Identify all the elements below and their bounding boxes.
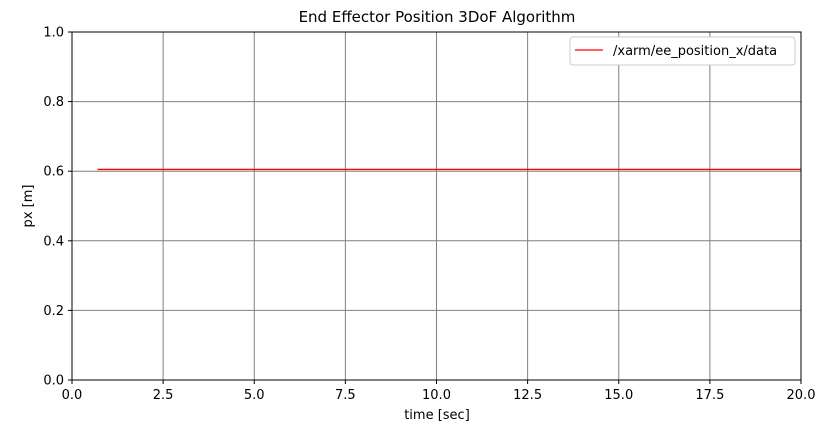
x-tick-label: 7.5 <box>335 388 356 403</box>
axis-ticks: 0.0 2.5 5.0 7.5 10.0 12.5 15.0 17.5 20.0 0.0 0.2 0.… <box>43 26 815 404</box>
chart-title: End Effector Position 3DoF Algorithm <box>299 8 576 26</box>
x-tick-label: 17.5 <box>695 388 724 403</box>
legend-box <box>569 36 796 66</box>
y-tick-label: 0.6 <box>43 165 64 180</box>
y-tick-label: 0.4 <box>43 234 64 249</box>
x-tick-label: 0.0 <box>62 388 83 403</box>
x-tick-label: 15.0 <box>604 388 633 403</box>
x-tick-label: 2.5 <box>153 388 174 403</box>
x-tick-label: 20.0 <box>787 388 816 403</box>
x-axis-label: time [sec] <box>404 408 470 423</box>
y-axis-label: px [m] <box>21 185 36 228</box>
legend-label: /xarm/ee_position_x/data <box>613 44 777 59</box>
y-tick-label: 0.0 <box>43 374 64 389</box>
x-tick-label: 12.5 <box>513 388 542 403</box>
grid-lines <box>71 31 802 381</box>
x-tick-label: 10.0 <box>422 388 451 403</box>
y-tick-label: 1.0 <box>43 26 64 41</box>
y-tick-label: 0.8 <box>43 95 64 110</box>
x-tick-label: 5.0 <box>244 388 265 403</box>
legend: /xarm/ee_position_x/data <box>569 36 796 66</box>
y-tick-label: 0.2 <box>43 304 64 319</box>
